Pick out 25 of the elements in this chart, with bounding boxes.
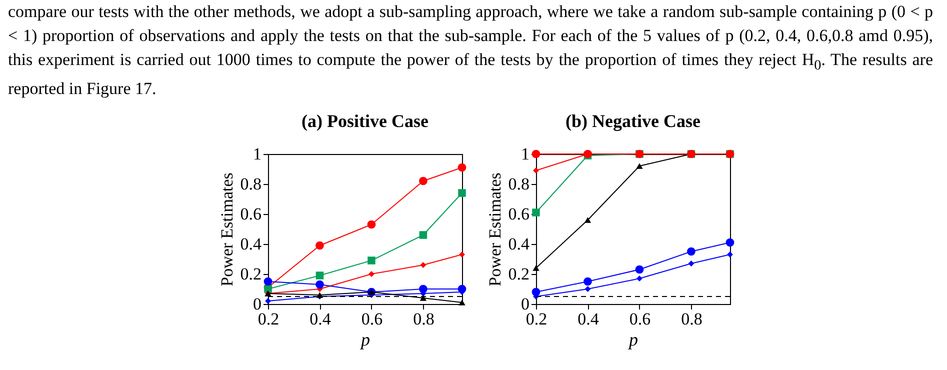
x-axis-title: p [627,330,638,350]
y-tick-label: 0.8 [240,174,262,194]
y-axis-title: Power Estimates [217,172,236,287]
y-tick-label: 0.8 [508,174,530,194]
x-tick-label: 0.6 [361,310,383,329]
y-tick-label: 0.4 [508,234,530,254]
chart-title: (b) Negative Case [566,111,700,132]
x-tick-label: 0.6 [629,310,651,329]
y-tick-label: 0 [253,294,262,314]
text: compare our tests with the other methods, we adopt a sub-sampling approach, where we take a random sub-sample containing p (0 < p < 1) proportion of observations and apply the tests on that the sub-sample. For each of the 5 values of p (0.2, 0.4, 0.6,0.8 amd 0.95), this experiment is carried out 1000 times to compute the power of the tests by the proportion of times they reject H$_{0}$. The results are reported in Figure 17. [8,2,933,98]
x-tick-label: 0.4 [310,310,332,329]
y-tick-label: 0.6 [508,204,530,224]
y-tick-label: 0 [521,294,530,314]
y-tick-label: 0.2 [508,264,530,284]
y-tick-label: 1 [521,144,530,164]
y-tick-label: 0.6 [240,204,262,224]
y-tick-label: 0.4 [240,234,262,254]
y-tick-label: 1 [253,144,262,164]
chart-title: (a) Positive Case [302,111,428,132]
x-tick-label: 0.8 [413,310,434,329]
x-tick-label: 0.4 [578,310,600,329]
x-tick-label: 0.8 [681,310,702,329]
y-axis-title: Power Estimates [485,172,504,287]
x-axis-title: p [359,330,370,350]
y-tick-label: 0.2 [240,264,262,284]
